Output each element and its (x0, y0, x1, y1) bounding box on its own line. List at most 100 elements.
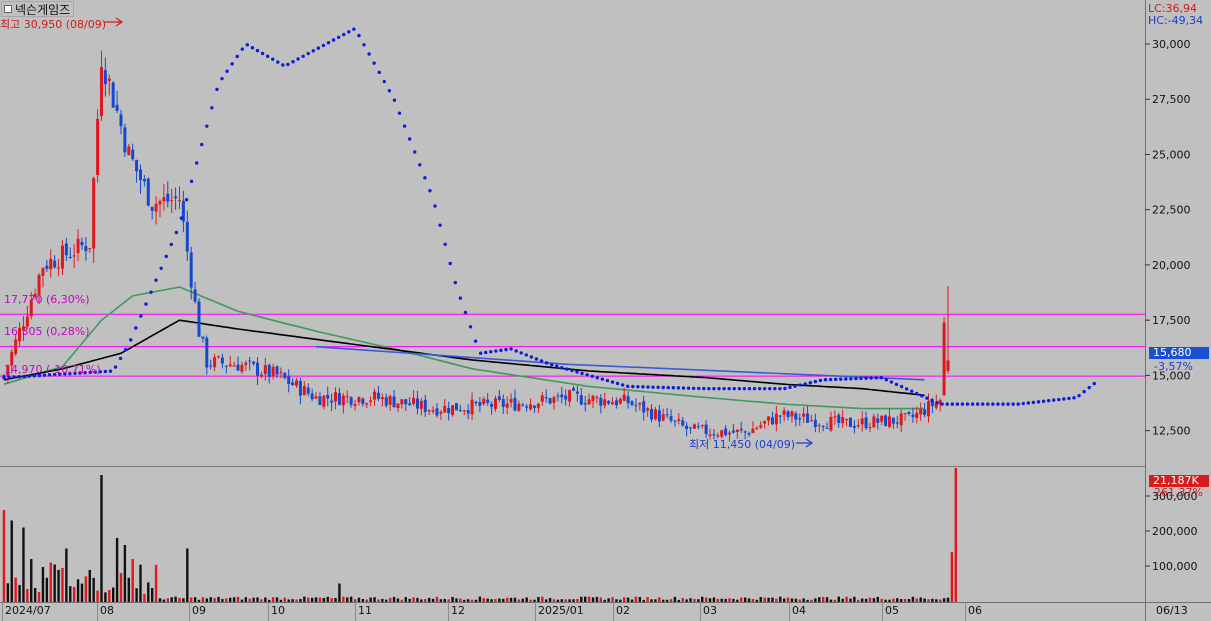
candle-body (135, 159, 139, 172)
candle-body (544, 397, 548, 399)
candle-body (798, 418, 802, 420)
candle-body (794, 413, 798, 420)
candle-body (107, 78, 111, 81)
volume-bar (424, 599, 427, 602)
volume-bar (946, 597, 950, 602)
checkbox-icon[interactable] (4, 5, 12, 13)
candle-body (248, 360, 252, 362)
x-tick-label: 09 (192, 604, 206, 617)
candle-body (802, 413, 806, 417)
psar-dot (610, 380, 615, 384)
volume-bar (392, 596, 396, 602)
candle-body (938, 399, 942, 405)
candle-body (162, 197, 166, 202)
candle-body (318, 396, 322, 406)
candle-body (759, 425, 763, 428)
psar-dot (1031, 400, 1036, 405)
candle-body (907, 412, 911, 414)
volume-bar (451, 596, 454, 602)
high-annotation: 최고 30,950 (08/09) (0, 16, 106, 32)
ma-long-line (3, 286, 925, 410)
volume-bar (84, 576, 88, 602)
candle-body (361, 398, 365, 404)
psar-dot (884, 378, 889, 382)
candle-body (556, 395, 560, 397)
psar-dot (387, 89, 392, 93)
candle-body (630, 401, 634, 405)
candle-body (856, 425, 860, 427)
volume-bar (537, 596, 540, 602)
psar-dot (925, 396, 929, 400)
candle-body (572, 388, 575, 391)
psar-dot (113, 365, 118, 369)
candle-body (521, 404, 525, 406)
x-tick-label: 08 (100, 604, 114, 617)
volume-bar (642, 599, 645, 602)
volume-bar (217, 596, 220, 602)
psar-dot (889, 380, 894, 384)
psar-dot (1041, 399, 1046, 403)
volume-bar (131, 559, 134, 602)
psar-dot (453, 280, 457, 285)
volume-bar (318, 597, 322, 602)
psar-dot (169, 242, 174, 247)
psar-dot (676, 386, 681, 390)
psar-dot (636, 385, 640, 389)
candle-body (728, 432, 732, 435)
volume-bar (662, 599, 665, 602)
volume-bar (197, 599, 201, 602)
high-label: 최고 30,950 (08/09) (0, 18, 107, 31)
psar-dot (757, 386, 762, 391)
candle-body (708, 434, 712, 436)
psar-dot (494, 349, 498, 353)
candle-body (540, 395, 544, 402)
volume-bar (942, 598, 946, 602)
title-box[interactable]: 넥슨게임즈 (1, 1, 75, 17)
x-tick-label: 02 (616, 604, 630, 617)
candle-body (119, 114, 123, 127)
candle-body (400, 399, 404, 405)
volume-bar (88, 569, 91, 602)
psar-dot (580, 371, 584, 376)
psar-dot (1077, 393, 1081, 398)
psar-dot (58, 372, 62, 376)
psar-dot (200, 142, 204, 147)
candle-body (123, 127, 127, 153)
volume-bar (931, 598, 934, 602)
candle-body (158, 201, 162, 205)
volume-bar (755, 599, 759, 602)
candle-body (298, 381, 302, 396)
volume-bar (408, 598, 411, 602)
candle-body (10, 351, 14, 366)
psar-dot (773, 386, 777, 391)
psar-dot (859, 376, 863, 381)
candle-body (365, 403, 369, 405)
psar-dot (686, 386, 691, 390)
volume-bar (470, 599, 474, 602)
psar-dot (276, 60, 280, 64)
candle-body (291, 382, 295, 386)
candle-body (942, 322, 946, 396)
volume-bar (10, 520, 13, 602)
candle-body (681, 420, 685, 426)
volume-bar (357, 597, 361, 602)
volume-bar (509, 597, 513, 602)
volume-bar (291, 599, 294, 602)
candle-body (618, 398, 622, 404)
candle-body (170, 199, 174, 201)
psar-dot (747, 386, 752, 391)
candle-body (880, 415, 884, 422)
volume-bar (209, 597, 212, 602)
candle-body (392, 396, 396, 408)
volume-bar (338, 583, 341, 602)
candle-body (868, 427, 872, 429)
psar-dot (1021, 401, 1025, 406)
psar-dot (68, 371, 72, 376)
psar-dot (362, 43, 366, 47)
candle-body (677, 419, 681, 422)
volume-bar (119, 573, 123, 602)
psar-dot (585, 373, 589, 377)
psar-dot (12, 375, 16, 379)
psar-dot (712, 386, 716, 391)
volume-bar (201, 597, 205, 602)
